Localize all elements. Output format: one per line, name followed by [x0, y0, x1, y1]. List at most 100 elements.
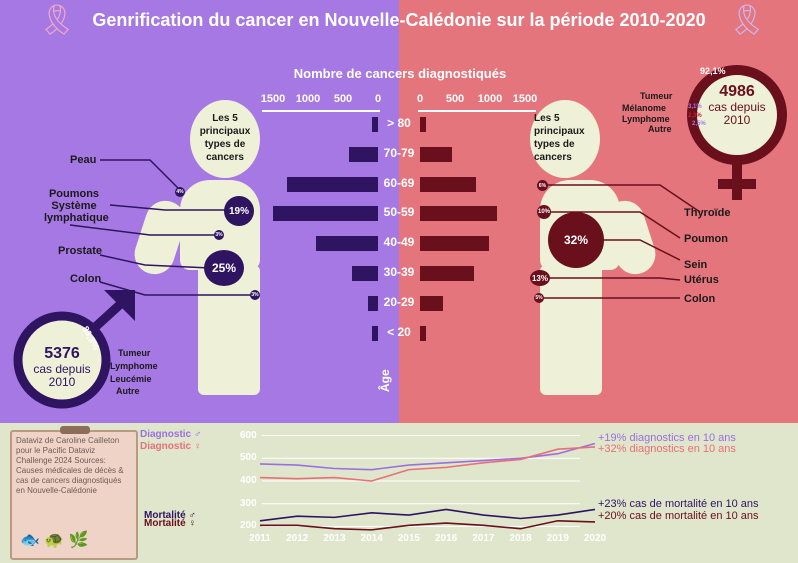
male-label-peau: Peau: [70, 154, 97, 166]
x-tick-label: 2012: [286, 533, 309, 544]
female-pct-uterus: 13%: [530, 270, 550, 286]
y-tick-label: 200: [240, 520, 257, 532]
female-bar: [420, 325, 427, 341]
female-total-sub: cas depuis 2010: [708, 100, 766, 127]
male-pct-colon: 3%: [250, 290, 260, 300]
annotation-mort-f: +20% cas de mortalité en 10 ans: [598, 510, 759, 522]
male-bar: [367, 295, 378, 311]
male-pct-poumons: 19%: [224, 196, 254, 226]
series-line: [260, 519, 596, 531]
series-label-mort-f: Mortalité ♀: [144, 518, 196, 529]
y-tick-label: 300: [240, 497, 257, 509]
series-label-mort-m: Mortalité ♂: [144, 510, 196, 521]
female-melanome-pct: 3,1%: [688, 104, 702, 110]
age-label: 70-79: [383, 145, 415, 160]
male-bar: [372, 325, 378, 341]
female-label-colon: Colon: [684, 293, 716, 305]
male-bubble-text: Les 5 principaux types de cancers: [199, 113, 251, 163]
partner-logos-icon: 🐟 🐢 🌿: [20, 532, 89, 549]
female-label-sein: Sein: [684, 259, 708, 271]
credits-text: Dataviz de Caroline Cailleton pour le Pa…: [16, 436, 124, 495]
male-legend-tumeur: Tumeur: [118, 348, 151, 358]
pyramid-tick-left: 1000: [295, 93, 321, 105]
male-axis-line: [262, 110, 380, 112]
x-tick-label: 2019: [546, 533, 569, 544]
series-label-diag-f: Diagnostic ♀: [140, 441, 202, 452]
pyramid-tick-right: 0: [416, 93, 424, 105]
male-total: 5376: [44, 345, 80, 362]
credits-clipboard: [10, 430, 138, 560]
line-chart: [259, 435, 596, 531]
age-label: 60-69: [383, 175, 415, 190]
male-pct-lymph: 3%: [214, 230, 224, 240]
series-label-diag-m: Diagnostic ♂: [140, 429, 202, 440]
female-axis-line: [418, 110, 536, 112]
male-legs: [198, 265, 260, 395]
male-legend-leucemie: Leucémie: [110, 374, 152, 384]
male-bar: [348, 146, 378, 162]
female-legend-tumeur: Tumeur: [640, 91, 673, 101]
age-label: 50-59: [383, 205, 415, 220]
male-total-sub: cas depuis 2010: [33, 362, 91, 389]
male-bar: [352, 266, 378, 281]
age-label: 40-49: [383, 235, 415, 250]
female-label-poumon: Poumon: [684, 233, 728, 245]
purple-ribbon-icon: 🎗: [728, 4, 767, 37]
x-tick-label: 2014: [360, 533, 383, 544]
x-tick-label: 2016: [434, 533, 458, 544]
pyramid-tick-left: 500: [333, 93, 353, 105]
female-bar: [420, 206, 497, 222]
male-label-prostate: Prostate: [58, 245, 103, 257]
male-bar: [287, 176, 378, 192]
female-tumeur-pct: 92,1%: [700, 66, 726, 76]
age-label: < 20: [387, 324, 411, 339]
female-pct-colon: 5%: [534, 293, 544, 303]
female-label-thyroide: Thyroïde: [684, 207, 731, 219]
male-symbol-icon: [13, 290, 135, 409]
male-info-bubble: [190, 100, 260, 178]
female-bar: [420, 117, 426, 132]
female-lymphome-pct: 2,3%: [688, 113, 702, 119]
female-bar: [420, 295, 444, 311]
pyramid-tick-right: 1000: [477, 93, 503, 105]
pink-ribbon-icon: 🎗: [38, 4, 77, 37]
age-label: > 80: [387, 116, 411, 130]
female-autre-pct: 2,5%: [692, 121, 706, 127]
female-bar: [420, 176, 476, 192]
series-line: [259, 446, 596, 482]
pyramid-title: Nombre de cancers diagnostiqués: [293, 66, 507, 81]
male-legend-lymphome: Lymphome: [110, 361, 158, 371]
age-label: 20-29: [383, 294, 415, 309]
female-label-uterus: Utérus: [684, 274, 719, 286]
x-tick-label: 2017: [472, 533, 495, 544]
male-label-poumons: Poumons Système lymphatique: [44, 188, 109, 224]
x-tick-label: 2013: [323, 533, 346, 544]
male-pct-peau: 4%: [175, 187, 185, 197]
female-bubble-text: Les 5 principaux types de cancers: [534, 113, 585, 163]
pyramid-tick-left: 0: [374, 93, 382, 105]
female-legend-lymphome: Lymphome: [622, 114, 670, 124]
y-tick-label: 600: [240, 429, 257, 441]
age-label: 30-39: [383, 265, 415, 279]
page-title: Genrification du cancer en Nouvelle-Calé…: [92, 10, 706, 30]
y-tick-label: 400: [240, 475, 257, 486]
female-pct-thyroide: 6%: [537, 180, 548, 191]
female-bar: [420, 266, 474, 281]
female-bar: [420, 146, 453, 162]
annotation-mort-m: +23% cas de mortalité en 10 ans: [598, 498, 759, 510]
male-bar: [316, 236, 378, 252]
clipboard-clip: [60, 426, 90, 434]
female-info-bubble: [530, 100, 600, 178]
female-symbol-icon: [687, 65, 787, 200]
female-pct-sein: 32%: [548, 212, 604, 268]
series-line: [259, 508, 596, 522]
female-total: 4986: [719, 83, 755, 100]
pyramid-tick-right: 500: [445, 93, 465, 105]
female-pct-poumon: 10%: [537, 205, 551, 219]
female-legend-melanome: Mélanome: [622, 103, 667, 113]
x-tick-label: 2018: [509, 533, 532, 544]
female-legend-autre: Autre: [648, 124, 672, 134]
female-legs: [540, 265, 602, 395]
male-pct-prostate: 25%: [204, 250, 244, 286]
y-tick-label: 500: [240, 452, 257, 464]
